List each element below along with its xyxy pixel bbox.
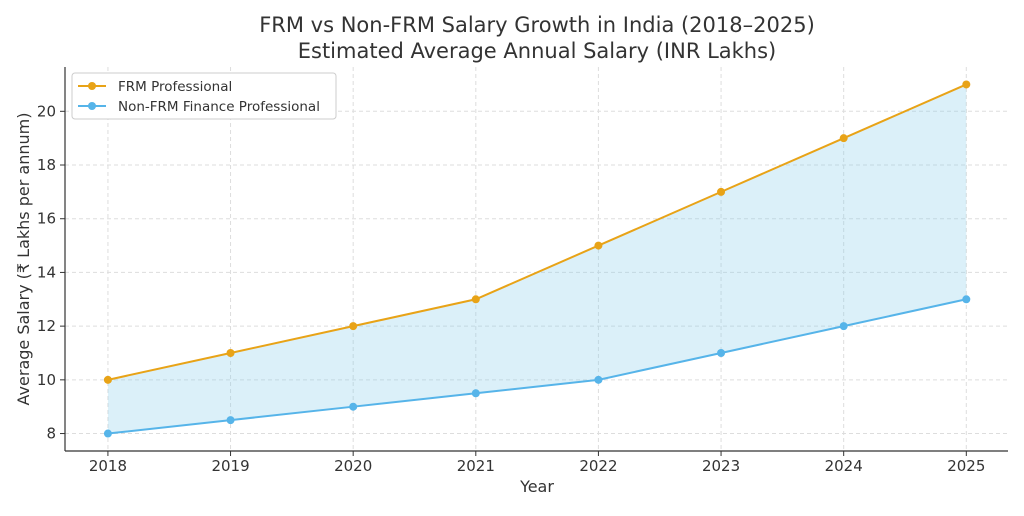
data-point-0 — [226, 348, 235, 357]
data-point-0 — [349, 322, 358, 331]
x-tick-label: 2024 — [825, 457, 863, 475]
y-tick-label: 20 — [37, 102, 56, 120]
y-axis-label: Average Salary (₹ Lakhs per annum) — [14, 113, 33, 406]
y-tick-label: 14 — [37, 263, 56, 281]
data-point-1 — [594, 375, 603, 384]
fill-between-area — [107, 84, 967, 434]
x-tick-label: 2018 — [89, 457, 127, 475]
axes: 2018 2019 2020 2021 2022 2023 2024 202581012141… — [37, 67, 1008, 475]
legend-box — [71, 72, 337, 120]
data-point-0 — [839, 134, 848, 143]
series-line-1 — [107, 298, 967, 435]
y-tick-label: 12 — [37, 317, 56, 335]
data-point-1 — [349, 402, 358, 411]
x-tick-label: 2021 — [457, 457, 495, 475]
y-tick-label: 10 — [37, 371, 56, 389]
data-point-1 — [226, 416, 235, 425]
legend-marker-non-frm — [88, 102, 96, 110]
x-tick-label: 2023 — [702, 457, 740, 475]
y-tick-label: 16 — [37, 210, 56, 228]
x-tick-label: 2019 — [211, 457, 249, 475]
legend-label-frm: FRM Professional — [118, 79, 232, 95]
x-tick-label: 2025 — [947, 457, 985, 475]
x-axis-label: Year — [519, 477, 554, 496]
data-point-1 — [839, 322, 848, 331]
data-point-0 — [962, 80, 971, 89]
series-line-0 — [107, 83, 967, 381]
data-point-1 — [717, 348, 726, 357]
grid — [65, 67, 1008, 451]
data-point-1 — [471, 389, 480, 398]
data-point-0 — [471, 295, 480, 304]
chart-subtitle: Estimated Average Annual Salary (INR Lak… — [298, 39, 777, 63]
series-lines — [103, 80, 971, 438]
legend-label-non-frm: Non-FRM Finance Professional — [118, 99, 320, 115]
data-point-1 — [962, 295, 971, 304]
data-point-1 — [103, 429, 112, 438]
chart-title: FRM vs Non-FRM Salary Growth in India (2… — [259, 13, 815, 37]
data-point-0 — [594, 241, 603, 250]
data-point-0 — [103, 375, 112, 384]
legend-marker-frm — [88, 82, 96, 90]
x-tick-label: 2022 — [579, 457, 617, 475]
y-tick-label: 8 — [46, 425, 56, 443]
y-tick-label: 18 — [37, 156, 56, 174]
data-point-0 — [717, 187, 726, 196]
x-tick-label: 2020 — [334, 457, 372, 475]
legend: FRM Professional Non-FRM Finance Profess… — [71, 72, 337, 120]
